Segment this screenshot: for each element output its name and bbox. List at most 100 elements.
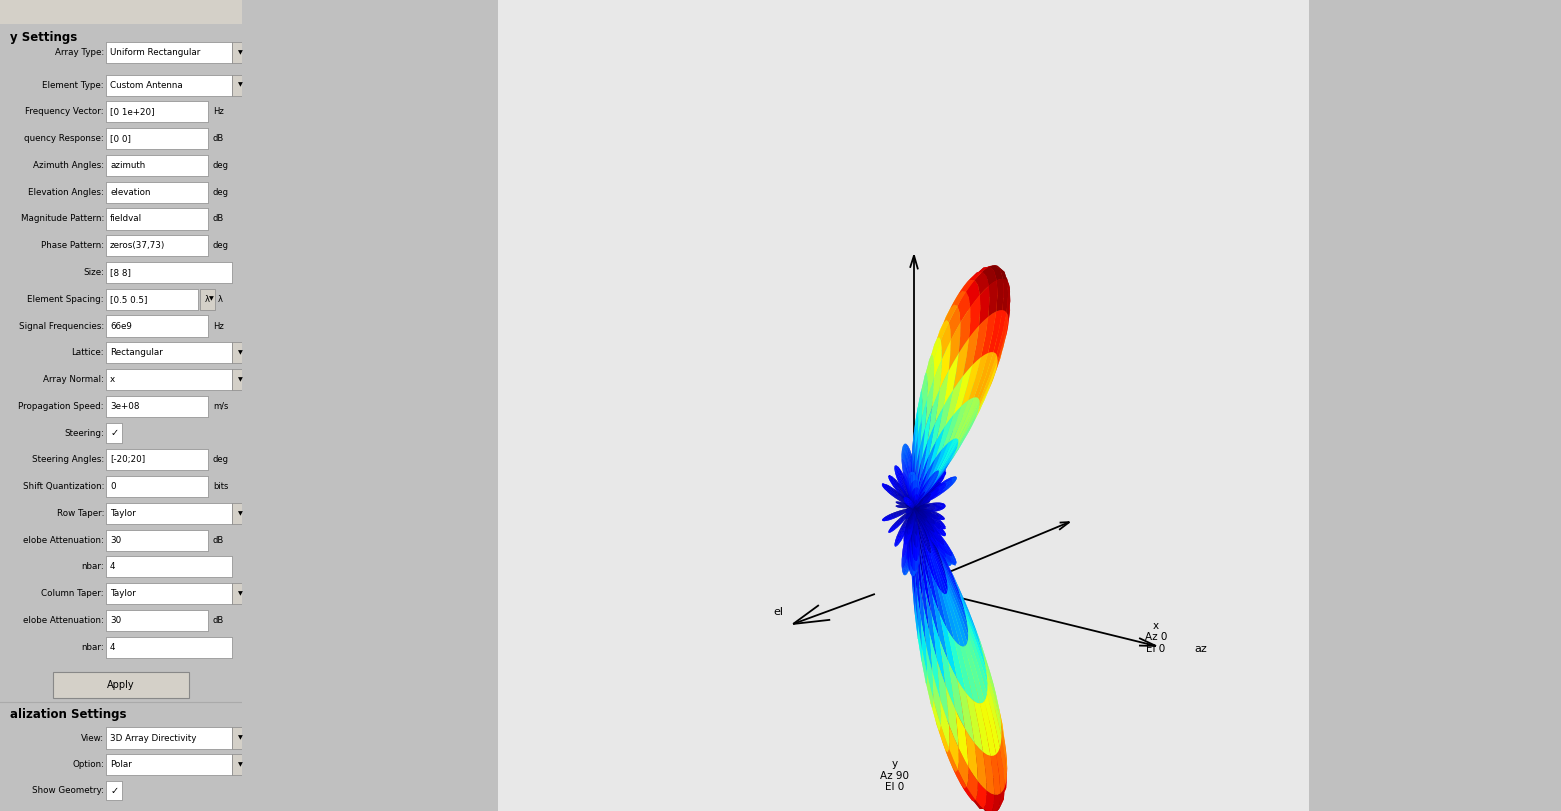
Text: Size:: Size: bbox=[83, 268, 105, 277]
Bar bbox=[106, 182, 208, 203]
Bar bbox=[233, 503, 250, 524]
Text: nbar:: nbar: bbox=[81, 642, 105, 652]
Text: Rectangular: Rectangular bbox=[111, 348, 162, 358]
Text: Phase Pattern:: Phase Pattern: bbox=[41, 241, 105, 251]
Text: zeros(37,73): zeros(37,73) bbox=[111, 241, 165, 251]
Bar bbox=[106, 235, 208, 256]
Bar bbox=[106, 342, 233, 363]
Bar bbox=[106, 610, 208, 631]
Text: ▼: ▼ bbox=[239, 591, 244, 596]
Bar bbox=[106, 42, 233, 63]
Text: ✓: ✓ bbox=[111, 428, 119, 438]
Text: [0 1e+20]: [0 1e+20] bbox=[111, 107, 155, 117]
Bar bbox=[53, 672, 189, 698]
Text: Hz: Hz bbox=[212, 107, 223, 117]
Text: Show Geometry:: Show Geometry: bbox=[33, 786, 105, 796]
Text: ▼: ▼ bbox=[239, 350, 244, 355]
Text: deg: deg bbox=[212, 455, 229, 465]
Bar bbox=[233, 754, 250, 775]
Text: View:: View: bbox=[81, 733, 105, 743]
Text: 3D Array Directivity: 3D Array Directivity bbox=[111, 733, 197, 743]
Text: Uniform Rectangular: Uniform Rectangular bbox=[111, 48, 200, 58]
Text: Steering:: Steering: bbox=[64, 428, 105, 438]
Text: Steering Angles:: Steering Angles: bbox=[31, 455, 105, 465]
Bar bbox=[106, 476, 208, 497]
Text: nbar:: nbar: bbox=[81, 562, 105, 572]
Bar bbox=[106, 155, 208, 176]
Text: [8 8]: [8 8] bbox=[111, 268, 131, 277]
Text: Array Type:: Array Type: bbox=[55, 48, 105, 58]
Text: dB: dB bbox=[212, 214, 225, 224]
Bar bbox=[106, 128, 208, 149]
Text: 4: 4 bbox=[111, 562, 116, 572]
Text: azimuth: azimuth bbox=[111, 161, 145, 170]
Text: Magnitude Pattern:: Magnitude Pattern: bbox=[20, 214, 105, 224]
Text: [0 0]: [0 0] bbox=[111, 134, 131, 144]
Text: [0.5 0.5]: [0.5 0.5] bbox=[111, 294, 148, 304]
Text: Element Spacing:: Element Spacing: bbox=[28, 294, 105, 304]
Bar bbox=[106, 75, 233, 96]
Text: 0: 0 bbox=[111, 482, 116, 491]
Text: y Settings: y Settings bbox=[9, 31, 76, 44]
Bar bbox=[106, 101, 208, 122]
Text: 4: 4 bbox=[111, 642, 116, 652]
Text: λ: λ bbox=[204, 294, 209, 304]
Bar bbox=[233, 727, 250, 749]
Bar bbox=[106, 423, 122, 443]
Bar bbox=[106, 503, 233, 524]
Text: ▼: ▼ bbox=[239, 736, 244, 740]
Text: Shift Quantization:: Shift Quantization: bbox=[22, 482, 105, 491]
Text: Elevation Angles:: Elevation Angles: bbox=[28, 187, 105, 197]
Bar bbox=[0, 0, 242, 24]
Text: bits: bits bbox=[212, 482, 228, 491]
Bar bbox=[233, 583, 250, 604]
Text: quency Response:: quency Response: bbox=[25, 134, 105, 144]
Bar bbox=[106, 289, 198, 310]
Bar bbox=[106, 754, 233, 775]
Bar bbox=[200, 289, 215, 310]
Bar bbox=[233, 342, 250, 363]
Bar bbox=[233, 369, 250, 390]
Text: 3e+08: 3e+08 bbox=[111, 401, 139, 411]
Text: elobe Attenuation:: elobe Attenuation: bbox=[23, 616, 105, 625]
Text: Custom Antenna: Custom Antenna bbox=[111, 80, 183, 90]
Bar bbox=[106, 637, 233, 658]
Text: deg: deg bbox=[212, 161, 229, 170]
Bar bbox=[106, 781, 122, 800]
Text: Taylor: Taylor bbox=[111, 589, 136, 599]
Text: Option:: Option: bbox=[72, 760, 105, 770]
Text: Propagation Speed:: Propagation Speed: bbox=[19, 401, 105, 411]
Text: ▼: ▼ bbox=[239, 83, 244, 88]
Text: alization Settings: alization Settings bbox=[9, 708, 126, 721]
Text: elobe Attenuation:: elobe Attenuation: bbox=[23, 535, 105, 545]
Bar bbox=[106, 315, 208, 337]
Text: ▼: ▼ bbox=[239, 762, 244, 767]
Bar bbox=[233, 42, 250, 63]
Bar bbox=[106, 369, 233, 390]
Text: [-20;20]: [-20;20] bbox=[111, 455, 145, 465]
Text: Polar: Polar bbox=[111, 760, 133, 770]
Text: Taylor: Taylor bbox=[111, 508, 136, 518]
Bar bbox=[106, 262, 233, 283]
Bar bbox=[233, 75, 250, 96]
Text: dB: dB bbox=[212, 616, 225, 625]
Bar bbox=[106, 556, 233, 577]
Text: 66e9: 66e9 bbox=[111, 321, 133, 331]
Text: deg: deg bbox=[212, 187, 229, 197]
Bar bbox=[106, 396, 208, 417]
Bar bbox=[106, 530, 208, 551]
Text: Array Normal:: Array Normal: bbox=[44, 375, 105, 384]
Text: λ: λ bbox=[217, 294, 223, 304]
Text: 30: 30 bbox=[111, 535, 122, 545]
Text: 30: 30 bbox=[111, 616, 122, 625]
Bar bbox=[106, 449, 208, 470]
Text: Azimuth Angles:: Azimuth Angles: bbox=[33, 161, 105, 170]
Bar bbox=[106, 727, 233, 749]
Text: elevation: elevation bbox=[111, 187, 150, 197]
Text: Lattice:: Lattice: bbox=[72, 348, 105, 358]
Text: m/s: m/s bbox=[212, 401, 228, 411]
Text: Hz: Hz bbox=[212, 321, 223, 331]
Text: ▼: ▼ bbox=[239, 50, 244, 55]
Text: fieldval: fieldval bbox=[111, 214, 142, 224]
Text: Element Type:: Element Type: bbox=[42, 80, 105, 90]
